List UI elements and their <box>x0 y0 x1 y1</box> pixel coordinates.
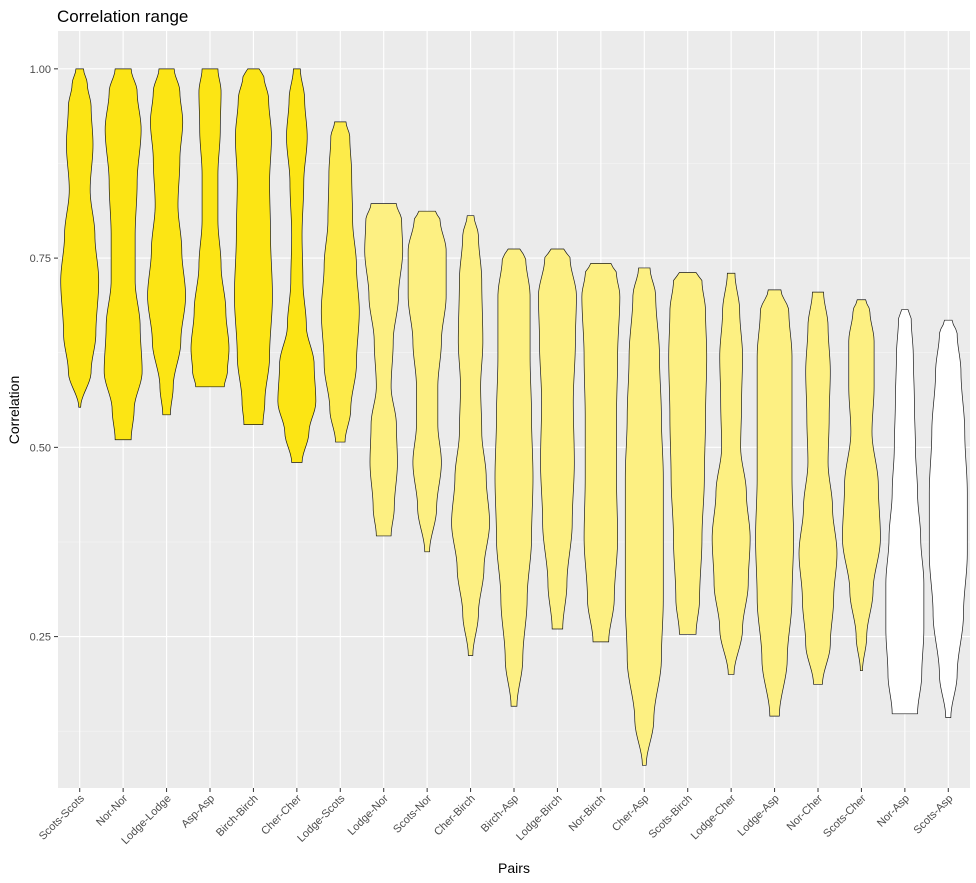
violin-lodge-birch <box>538 248 577 630</box>
violin-lodge-cher <box>711 272 751 675</box>
y-tick-label: 1.00 <box>30 64 51 76</box>
violin-nor-nor <box>103 68 143 441</box>
violin-scots-cher <box>842 299 881 672</box>
violin-nor-birch <box>581 263 621 643</box>
violin-lodge-lodge <box>147 68 186 416</box>
violin-scots-scots <box>60 68 100 408</box>
violin-birch-asp <box>494 248 534 707</box>
y-tick-label: 0.25 <box>30 632 51 644</box>
chart-title: Correlation range <box>57 7 188 26</box>
violin-cher-birch <box>451 215 490 656</box>
violins <box>60 68 968 766</box>
violin-lodge-nor <box>364 203 404 537</box>
y-tick-label: 0.50 <box>30 442 51 454</box>
violin-scots-nor <box>407 210 447 553</box>
y-axis: 0.25 0.50 0.75 1.00 <box>30 64 58 644</box>
y-tick-label: 0.75 <box>30 253 51 265</box>
violin-asp-asp <box>190 68 230 388</box>
violin-cher-cher <box>277 68 317 463</box>
violin-nor-asp <box>885 309 925 715</box>
violin-lodge-asp <box>755 289 794 717</box>
violin-lodge-scots <box>320 121 360 443</box>
x-axis-title: Pairs <box>498 860 530 876</box>
violin-scots-birch <box>668 272 708 635</box>
y-axis-title: Correlation <box>6 376 22 444</box>
violin-cher-asp <box>624 267 664 766</box>
violin-birch-birch <box>234 68 273 425</box>
violin-scots-asp <box>928 319 968 718</box>
violin-nor-cher <box>798 291 838 685</box>
